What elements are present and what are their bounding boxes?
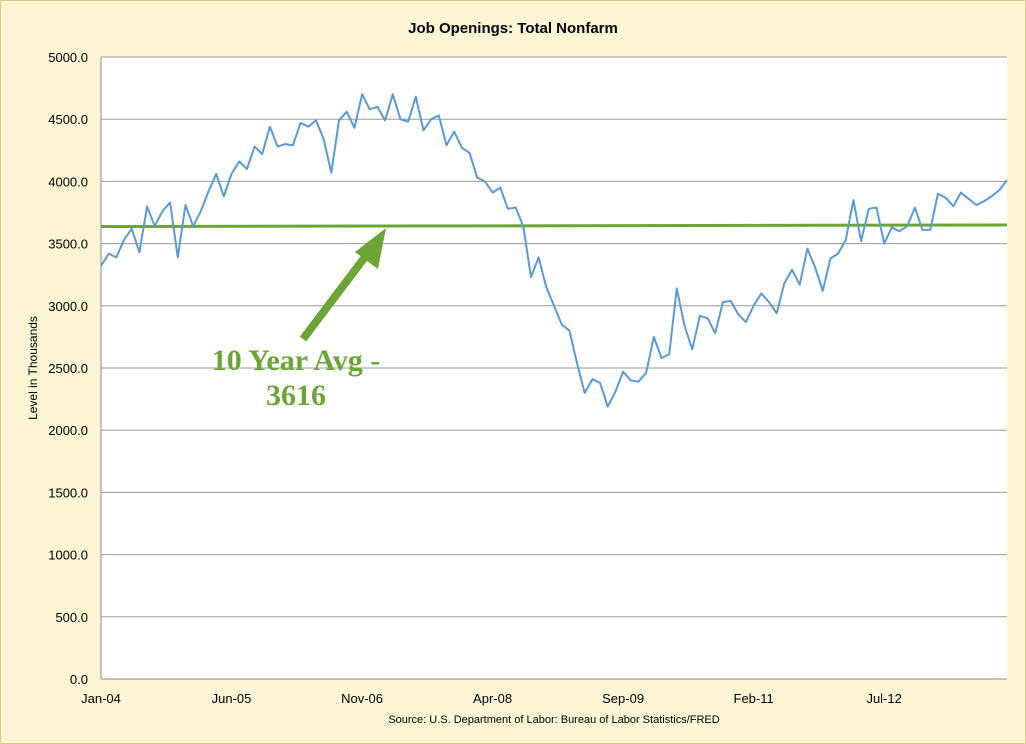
annotation-arrow-head xyxy=(355,228,386,269)
y-tick-label: 4000.0 xyxy=(48,174,88,189)
y-tick-label: 1500.0 xyxy=(48,485,88,500)
y-tick-label: 500.0 xyxy=(55,610,88,625)
y-tick-label: 2000.0 xyxy=(48,423,88,438)
average-line xyxy=(100,223,1008,229)
x-tick-label: Feb-11 xyxy=(734,691,774,706)
job-openings-series-line xyxy=(100,93,1008,408)
y-tick-label: 1000.0 xyxy=(48,548,88,563)
annotation-label-line2: 3616 xyxy=(266,379,326,412)
y-tick-label: 2500.0 xyxy=(48,361,88,376)
y-tick-label: 5000.0 xyxy=(48,50,88,65)
x-tick-label: Nov-06 xyxy=(341,691,383,706)
x-tick-label: Jun-05 xyxy=(212,691,252,706)
x-tick-label: Jan-04 xyxy=(81,691,121,706)
y-tick-label: 3000.0 xyxy=(48,299,88,314)
x-tick-label: Apr-08 xyxy=(473,691,512,706)
x-tick-label: Sep-09 xyxy=(602,691,644,706)
annotation-arrow-shaft xyxy=(299,246,375,342)
y-axis-tick-labels: 0.0 500.0 1000.0 1500.0 2000.0 2500.0 3000.0 35… xyxy=(48,50,88,687)
x-axis-tick-labels: Jan-04 Jun-05 Nov-06 Apr-08 Sep-09 Feb-11 Jul-… xyxy=(81,691,902,706)
annotation-label-line1: 10 Year Avg - xyxy=(212,344,381,377)
chart-title: Job Openings: Total Nonfarm xyxy=(408,20,618,37)
y-axis-title: Level in Thousands xyxy=(26,316,40,420)
series-layer xyxy=(100,93,1008,408)
source-note: Source: U.S. Department of Labor: Bureau… xyxy=(388,714,719,726)
y-tick-label: 3500.0 xyxy=(48,237,88,252)
y-tick-label: 0.0 xyxy=(70,672,88,687)
x-tick-label: Jul-12 xyxy=(866,691,901,706)
y-tick-label: 4500.0 xyxy=(48,112,88,127)
